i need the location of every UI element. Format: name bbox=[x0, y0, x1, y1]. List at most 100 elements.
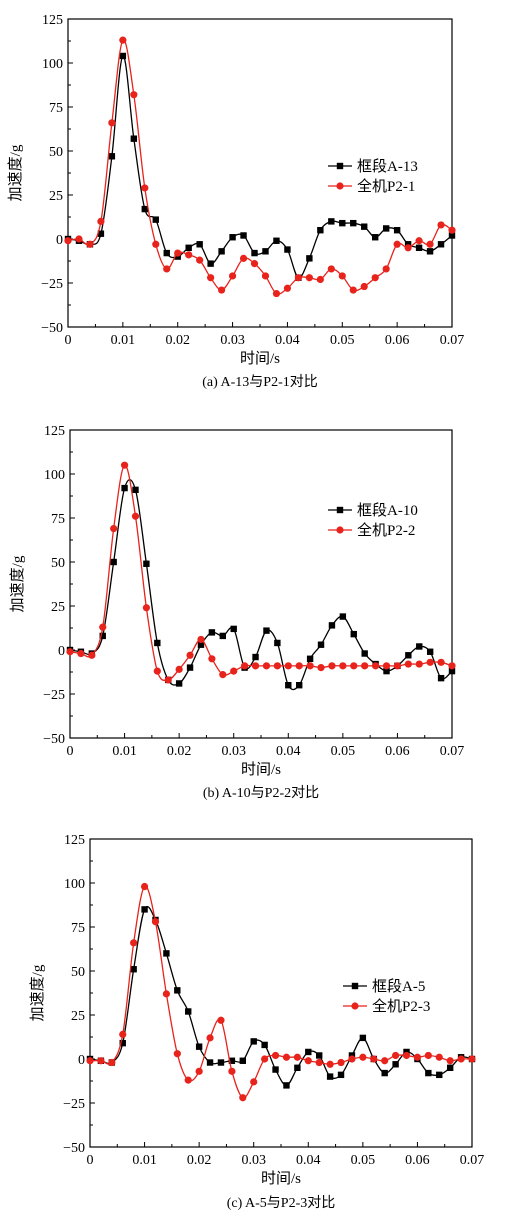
data-point bbox=[185, 1008, 192, 1015]
data-point bbox=[163, 265, 171, 273]
y-axis-label: 加速度/g bbox=[7, 144, 24, 201]
data-point bbox=[239, 254, 248, 262]
data-point bbox=[448, 662, 456, 670]
data-point bbox=[296, 682, 303, 689]
data-point bbox=[305, 274, 313, 282]
data-point bbox=[305, 1048, 312, 1056]
legend-marker bbox=[336, 506, 344, 514]
legend-label: 全机P2-1 bbox=[357, 177, 415, 195]
data-point bbox=[119, 36, 127, 44]
x-axis-label: 时间/s bbox=[240, 350, 280, 367]
legend-marker bbox=[336, 162, 344, 170]
data-point bbox=[381, 1057, 389, 1065]
data-point bbox=[271, 1051, 280, 1060]
data-point bbox=[416, 643, 423, 650]
data-point bbox=[250, 1038, 257, 1045]
data-point bbox=[272, 289, 281, 298]
data-point bbox=[175, 680, 183, 687]
data-point bbox=[393, 227, 401, 234]
data-point bbox=[241, 662, 249, 670]
x-tick-label: 0.03 bbox=[221, 744, 246, 759]
data-point bbox=[306, 255, 313, 262]
x-tick-label: 0.02 bbox=[187, 1153, 212, 1168]
data-point bbox=[436, 1071, 443, 1079]
data-point bbox=[131, 512, 140, 520]
data-point bbox=[174, 249, 182, 257]
y-tick-label: 125 bbox=[64, 833, 85, 848]
data-point bbox=[119, 1030, 127, 1038]
data-point bbox=[206, 1059, 214, 1066]
y-tick-label: 125 bbox=[44, 424, 65, 439]
data-point bbox=[317, 227, 324, 234]
data-point bbox=[217, 1059, 225, 1066]
legend-marker bbox=[351, 1002, 359, 1010]
data-point bbox=[121, 484, 128, 492]
y-tick-label: 75 bbox=[51, 512, 65, 527]
y-tick-label: 25 bbox=[51, 600, 65, 615]
x-tick-label: 0 bbox=[65, 333, 72, 348]
data-point bbox=[294, 1064, 301, 1071]
data-point bbox=[152, 216, 159, 223]
data-point bbox=[304, 1057, 312, 1065]
data-point bbox=[217, 1016, 225, 1024]
data-point bbox=[108, 119, 116, 127]
data-point bbox=[413, 1053, 422, 1061]
data-point bbox=[207, 260, 214, 267]
data-point bbox=[250, 1078, 258, 1086]
data-point bbox=[262, 248, 269, 255]
data-point bbox=[208, 655, 216, 663]
y-tick-label: −50 bbox=[41, 321, 63, 336]
data-point bbox=[250, 260, 259, 268]
data-point bbox=[184, 1076, 192, 1084]
data-point bbox=[66, 648, 74, 656]
data-point bbox=[425, 1069, 432, 1077]
data-point bbox=[273, 662, 281, 670]
data-point bbox=[382, 225, 390, 232]
data-point bbox=[326, 1073, 334, 1080]
y-tick-label: 50 bbox=[51, 556, 65, 571]
data-point bbox=[372, 662, 380, 670]
x-axis-label: 时间/s bbox=[261, 1170, 301, 1187]
data-point bbox=[130, 91, 138, 99]
data-point bbox=[218, 248, 225, 255]
x-tick-label: 0.01 bbox=[111, 333, 136, 348]
data-point bbox=[448, 232, 456, 239]
plot-frame bbox=[69, 429, 453, 739]
data-point bbox=[219, 632, 226, 640]
data-point bbox=[99, 632, 106, 640]
data-point bbox=[283, 284, 292, 292]
data-point bbox=[361, 650, 368, 657]
data-point bbox=[381, 1069, 388, 1077]
series-line bbox=[69, 464, 453, 682]
y-tick-label: 50 bbox=[71, 965, 85, 980]
data-point bbox=[173, 1050, 181, 1058]
data-point bbox=[130, 966, 137, 973]
data-point bbox=[316, 1052, 323, 1059]
data-point bbox=[108, 1058, 116, 1067]
x-tick-label: 0 bbox=[87, 1153, 94, 1168]
legend: 框段A-13 全机P2-1 bbox=[328, 158, 418, 195]
data-point bbox=[196, 241, 203, 248]
data-point bbox=[295, 662, 303, 670]
data-point bbox=[426, 658, 434, 666]
x-tick-label: 0.03 bbox=[241, 1153, 266, 1168]
legend-label: 框段A-13 bbox=[357, 158, 418, 175]
x-tick-label: 0 bbox=[67, 744, 74, 759]
chart-panel-0: 0 0.01 0.02 0.03 0.04 0.05 0.06 0.07 −50 −25 0 25 50… bbox=[7, 13, 464, 390]
data-point bbox=[197, 635, 205, 644]
data-point bbox=[174, 987, 181, 994]
y-tick-label: 100 bbox=[64, 877, 85, 892]
data-point bbox=[142, 604, 150, 612]
data-point bbox=[151, 918, 160, 926]
y-tick-label: 0 bbox=[58, 644, 65, 659]
figure-caption: (a) A-13与P2-1对比 bbox=[202, 374, 318, 390]
data-point bbox=[328, 622, 336, 629]
series-1 bbox=[86, 882, 476, 1102]
data-point bbox=[99, 623, 107, 631]
data-point bbox=[154, 639, 161, 647]
data-point bbox=[415, 237, 423, 245]
data-point bbox=[110, 558, 117, 566]
data-point bbox=[372, 234, 379, 241]
y-tick-label: 125 bbox=[42, 13, 63, 28]
y-tick-label: 100 bbox=[42, 57, 63, 72]
